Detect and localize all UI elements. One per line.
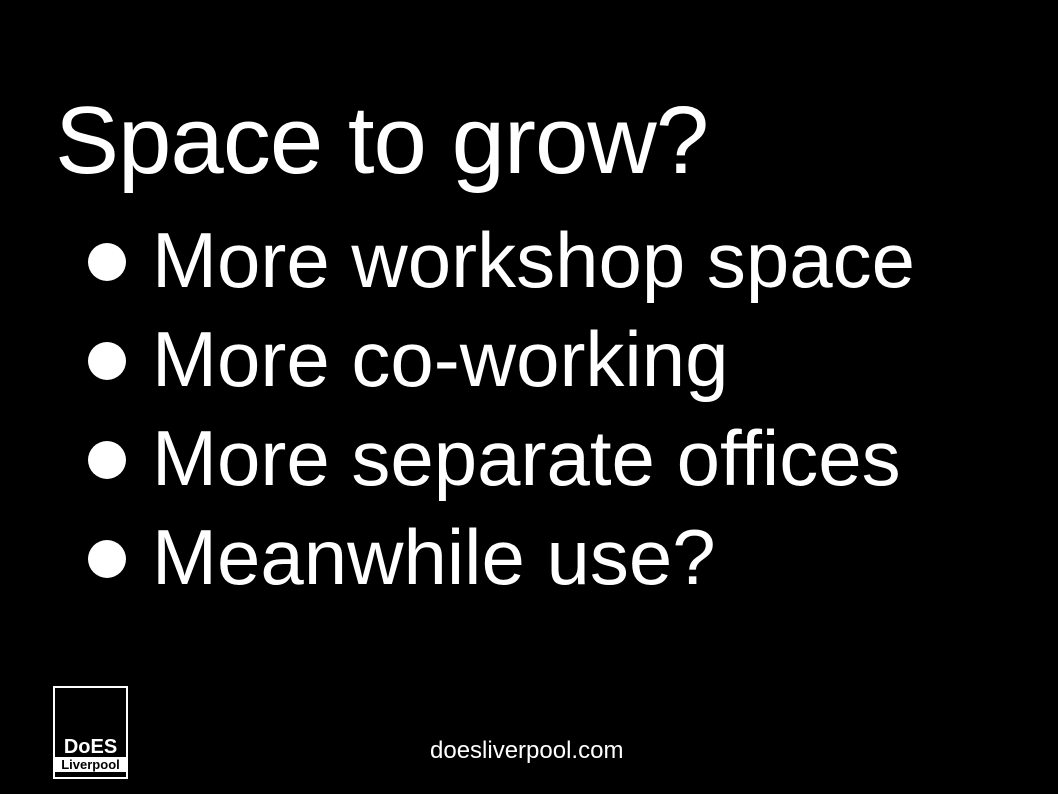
bullet-dot-icon — [88, 243, 126, 281]
bullet-text: More workshop space — [152, 216, 916, 304]
logo-text-does: DoES — [63, 736, 118, 758]
does-liverpool-logo: DoES Liverpool — [53, 686, 128, 779]
slide-title: Space to grow? — [55, 87, 709, 194]
bullet-text: More co-working — [152, 315, 729, 403]
bullet-text: Meanwhile use? — [152, 513, 716, 601]
bullet-text: More separate offices — [152, 414, 901, 502]
bullet-dot-icon — [88, 441, 126, 479]
bullet-dot-icon — [88, 540, 126, 578]
logo-text-liverpool: Liverpool — [55, 757, 126, 772]
footer-url: doesliverpool.com — [430, 737, 624, 764]
bullet-dot-icon — [88, 342, 126, 380]
